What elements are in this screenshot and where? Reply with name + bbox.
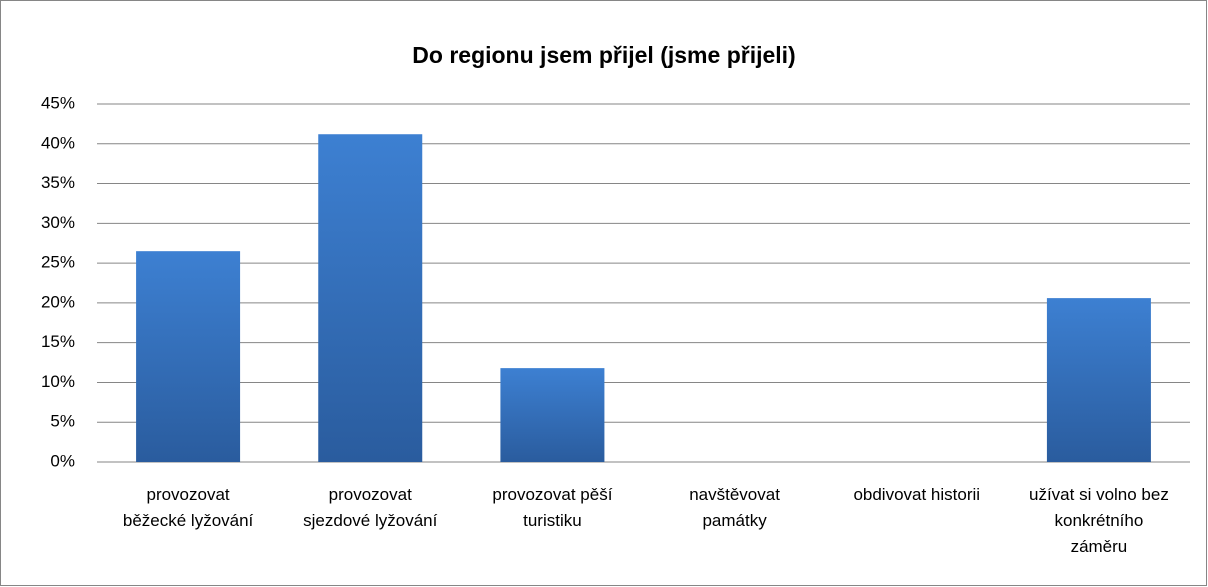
bar [1046, 298, 1151, 462]
bar [318, 134, 423, 462]
y-tick-label: 25% [41, 253, 75, 272]
bar [500, 368, 605, 462]
y-tick-label: 0% [50, 451, 75, 470]
y-tick-label: 40% [41, 133, 75, 152]
y-tick-label: 5% [50, 412, 75, 431]
y-tick-label: 10% [41, 372, 75, 391]
x-tick-label: obdivovat historii [853, 485, 980, 504]
x-tick-label: provozovat běžecké lyžování [123, 485, 254, 530]
x-tick-label: provozovat pěší turistiku [492, 485, 612, 530]
x-tick-label: navštěvovat památky [689, 485, 780, 530]
y-tick-label: 15% [41, 332, 75, 351]
y-tick-label: 45% [41, 93, 75, 112]
bar [136, 251, 241, 462]
chart-title: Do regionu jsem přijel (jsme přijeli) [412, 42, 795, 68]
y-tick-label: 35% [41, 173, 75, 192]
x-tick-label: užívat si volno bez konkrétního záměru [1029, 485, 1169, 556]
y-tick-label: 30% [41, 213, 75, 232]
y-tick-label: 20% [41, 292, 75, 311]
x-tick-label: provozovat sjezdové lyžování [303, 485, 437, 530]
